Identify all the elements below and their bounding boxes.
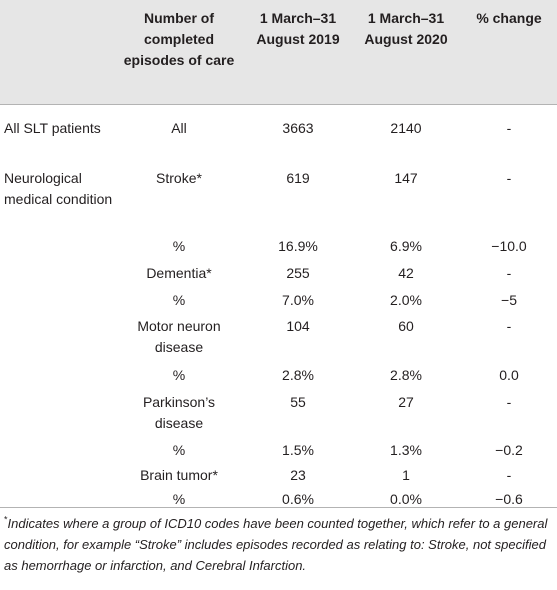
row-stroke-2020: 147 bbox=[394, 170, 418, 186]
row-parkinsons-pct-change: −0.2 bbox=[495, 442, 523, 458]
header-period-2020: 1 March–31 August 2020 bbox=[364, 10, 448, 47]
row-brain-tumor-pct-2020: 0.0% bbox=[390, 491, 422, 507]
row-parkinsons-pct-2020: 1.3% bbox=[390, 442, 422, 458]
row-parkinsons-pct-2019: 1.5% bbox=[282, 442, 314, 458]
row-mnd-pct-category: % bbox=[172, 367, 186, 383]
row-parkinsons-2019: 55 bbox=[290, 394, 306, 410]
row-brain-tumor-pct-2019: 0.6% bbox=[282, 491, 314, 507]
table-bottom-rule bbox=[0, 507, 557, 508]
row-dementia-pct-2019: 7.0% bbox=[282, 292, 314, 308]
row-mnd-change: - bbox=[506, 318, 512, 334]
row-all-2020: 2140 bbox=[390, 120, 422, 136]
row-brain-tumor-pct-change: −0.6 bbox=[495, 491, 523, 507]
row-mnd-pct-change: 0.0 bbox=[499, 367, 519, 383]
header-period-2019: 1 March–31 August 2019 bbox=[256, 10, 340, 47]
row-stroke-pct-2020: 6.9% bbox=[390, 238, 422, 254]
row-parkinsons-2020: 27 bbox=[398, 394, 414, 410]
table-header-background bbox=[0, 0, 557, 105]
row-parkinsons-category: Parkinson’s disease bbox=[142, 394, 216, 431]
row-brain-tumor-pct-category: % bbox=[172, 491, 186, 507]
row-all-change: - bbox=[506, 120, 512, 136]
row-stroke-change: - bbox=[506, 170, 512, 186]
row-all-category: All bbox=[171, 120, 187, 136]
row-dementia-2019: 255 bbox=[286, 265, 310, 281]
row-mnd-pct-2019: 2.8% bbox=[282, 367, 314, 383]
header-percent-change: % change bbox=[476, 10, 542, 26]
row-stroke-2019: 619 bbox=[286, 170, 310, 186]
row-all-label: All SLT patients bbox=[4, 120, 101, 136]
row-brain-tumor-category: Brain tumor* bbox=[140, 467, 218, 483]
row-mnd-category: Motor neuron disease bbox=[137, 318, 221, 355]
row-dementia-pct-change: −5 bbox=[501, 292, 517, 308]
row-stroke-pct-change: −10.0 bbox=[491, 238, 527, 254]
row-parkinsons-pct-category: % bbox=[172, 442, 186, 458]
row-mnd-2020: 60 bbox=[398, 318, 414, 334]
row-stroke-category: Stroke* bbox=[156, 170, 202, 186]
row-brain-tumor-2020: 1 bbox=[402, 467, 410, 483]
row-dementia-pct-2020: 2.0% bbox=[390, 292, 422, 308]
row-dementia-2020: 42 bbox=[398, 265, 414, 281]
row-stroke-pct-category: % bbox=[172, 238, 186, 254]
row-neuro-label: Neurological medical condition bbox=[4, 170, 113, 207]
footnote-text: Indicates where a group of ICD10 codes h… bbox=[4, 516, 548, 573]
row-parkinsons-change: - bbox=[506, 394, 512, 410]
header-completed-episodes: Number of completed episodes of care bbox=[123, 10, 235, 68]
row-dementia-pct-category: % bbox=[172, 292, 186, 308]
table-footnote: *Indicates where a group of ICD10 codes … bbox=[4, 513, 555, 576]
row-dementia-category: Dementia* bbox=[146, 265, 212, 281]
row-brain-tumor-change: - bbox=[506, 467, 512, 483]
row-all-2019: 3663 bbox=[282, 120, 314, 136]
footnote-marker: * bbox=[4, 514, 8, 525]
row-mnd-2019: 104 bbox=[286, 318, 310, 334]
row-mnd-pct-2020: 2.8% bbox=[390, 367, 422, 383]
row-dementia-change: - bbox=[506, 265, 512, 281]
row-stroke-pct-2019: 16.9% bbox=[278, 238, 318, 254]
row-brain-tumor-2019: 23 bbox=[290, 467, 306, 483]
